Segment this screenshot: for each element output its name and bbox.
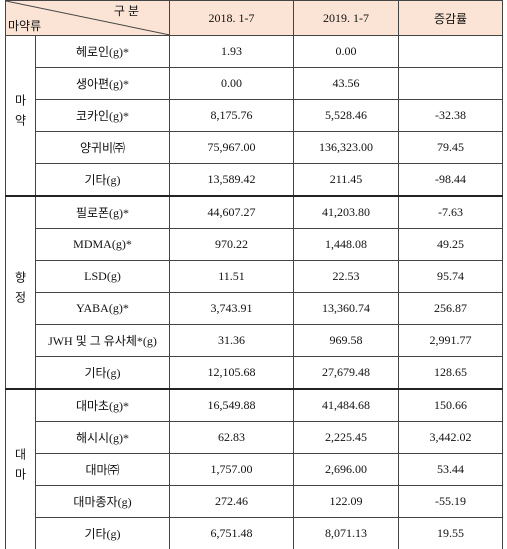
corner-bottom: 마약류	[8, 19, 42, 33]
value-cell: -7.63	[398, 195, 503, 229]
value-cell: 8,071.13	[293, 517, 399, 549]
value-cell: 8,175.76	[169, 99, 294, 132]
column-header: 증감률	[398, 0, 503, 36]
value-cell: 1,448.08	[293, 228, 399, 261]
item-name: 해시시(g)*	[35, 421, 170, 454]
table-row: 마약 헤로인(g)* 1.93 0.00	[5, 35, 503, 197]
item-name: JWH 및 그 유사체*(g)	[35, 324, 170, 357]
value-cell: 43.56	[293, 67, 399, 100]
value-cell: 211.45	[293, 163, 399, 197]
group-label: 대마	[5, 388, 36, 549]
value-cell: 27,679.48	[293, 356, 399, 390]
table-row: 대마종자(g) 272.46 122.09 -55.19	[6, 485, 503, 518]
value-cell: 1,757.00	[169, 453, 294, 486]
table-row: 양귀비㈜ 75,967.00 136,323.00 79.45	[6, 131, 503, 164]
value-cell: 3,442.02	[398, 421, 503, 454]
item-name: 기타(g)	[35, 356, 170, 390]
value-cell: 122.09	[293, 485, 399, 518]
value-cell: 22.53	[293, 260, 399, 293]
table-row: 생아편(g)* 0.00 43.56	[6, 67, 503, 100]
value-cell: 62.83	[169, 421, 294, 454]
value-cell: 19.55	[398, 517, 503, 549]
table-row: 기타(g) 12,105.68 27,679.48 128.65	[6, 356, 503, 390]
item-name: 필로폰(g)*	[35, 195, 170, 229]
value-cell: 44,607.27	[169, 195, 294, 229]
group-label-text: 대마	[13, 447, 27, 488]
corner-cell: 구 분 마약류	[5, 0, 170, 36]
drug-seizure-table: 구 분 마약류 2018. 1-7 2019. 1-7 증감률 마약 헤로인(g)…	[5, 0, 503, 549]
value-cell: 6,751.48	[169, 517, 294, 549]
item-name: 헤로인(g)*	[35, 35, 170, 68]
value-cell: 16,549.88	[169, 388, 294, 422]
value-cell: 49.25	[398, 228, 503, 261]
value-cell: 79.45	[398, 131, 503, 164]
value-cell: 13,360.74	[293, 292, 399, 325]
value-cell: 128.65	[398, 356, 503, 390]
value-cell: 969.58	[293, 324, 399, 357]
value-cell: 2,225.45	[293, 421, 399, 454]
table-row: 코카인(g)* 8,175.76 5,528.46 -32.38	[6, 99, 503, 132]
item-name: YABA(g)*	[35, 292, 170, 325]
value-cell: 256.87	[398, 292, 503, 325]
item-name: 코카인(g)*	[35, 99, 170, 132]
value-cell: 95.74	[398, 260, 503, 293]
item-name: 대마종자(g)	[35, 485, 170, 518]
value-cell: -55.19	[398, 485, 503, 518]
corner-top: 구 분	[113, 4, 139, 18]
value-cell	[398, 35, 503, 68]
item-name: 대마㈜	[35, 453, 170, 486]
value-cell: 150.66	[398, 388, 503, 422]
value-cell: 5,528.46	[293, 99, 399, 132]
group-label: 향정	[5, 195, 36, 390]
value-cell: 53.44	[398, 453, 503, 486]
value-cell: 11.51	[169, 260, 294, 293]
table-row: LSD(g) 11.51 22.53 95.74	[6, 260, 503, 293]
column-header: 2019. 1-7	[293, 0, 399, 36]
item-name: 양귀비㈜	[35, 131, 170, 164]
value-cell: 2,696.00	[293, 453, 399, 486]
group-label: 마약	[5, 35, 36, 197]
value-cell: 3,743.91	[169, 292, 294, 325]
table-row: 향정 필로폰(g)* 44,607.27 41,203.80 -7.63	[5, 195, 503, 390]
value-cell: 0.00	[169, 67, 294, 100]
value-cell: -98.44	[398, 163, 503, 197]
value-cell: 41,203.80	[293, 195, 399, 229]
table-row: 대마 대마초(g)* 16,549.88 41,484.68 150.66	[5, 388, 503, 549]
table-row: 해시시(g)* 62.83 2,225.45 3,442.02	[6, 421, 503, 454]
group-label-text: 마약	[13, 93, 27, 134]
value-cell: 12,105.68	[169, 356, 294, 390]
item-name: 기타(g)	[35, 163, 170, 197]
table-row: JWH 및 그 유사체*(g) 31.36 969.58 2,991.77	[6, 324, 503, 357]
item-name: LSD(g)	[35, 260, 170, 293]
table-row: 대마㈜ 1,757.00 2,696.00 53.44	[6, 453, 503, 486]
column-header: 2018. 1-7	[169, 0, 294, 36]
value-cell	[398, 67, 503, 100]
group-label-text: 향정	[13, 270, 27, 311]
value-cell: -32.38	[398, 99, 503, 132]
value-cell: 75,967.00	[169, 131, 294, 164]
value-cell: 41,484.68	[293, 388, 399, 422]
value-cell: 0.00	[293, 35, 399, 68]
item-name: 생아편(g)*	[35, 67, 170, 100]
value-cell: 970.22	[169, 228, 294, 261]
value-cell: 2,991.77	[398, 324, 503, 357]
item-name: MDMA(g)*	[35, 228, 170, 261]
value-cell: 1.93	[169, 35, 294, 68]
header-row: 구 분 마약류 2018. 1-7 2019. 1-7 증감률	[5, 0, 503, 36]
value-cell: 31.36	[169, 324, 294, 357]
diagonal	[6, 1, 170, 35]
table-row: MDMA(g)* 970.22 1,448.08 49.25	[6, 228, 503, 261]
value-cell: 272.46	[169, 485, 294, 518]
table-row: 기타(g) 13,589.42 211.45 -98.44	[6, 163, 503, 197]
value-cell: 13,589.42	[169, 163, 294, 197]
item-name: 대마초(g)*	[35, 388, 170, 422]
table-row: 기타(g) 6,751.48 8,071.13 19.55	[6, 517, 503, 549]
table-body: 마약 헤로인(g)* 1.93 0.00 생아편(g)* 0.00 43.56 코카인(g)*…	[5, 35, 503, 549]
table-row: YABA(g)* 3,743.91 13,360.74 256.87	[6, 292, 503, 325]
value-cell: 136,323.00	[293, 131, 399, 164]
item-name: 기타(g)	[35, 517, 170, 549]
